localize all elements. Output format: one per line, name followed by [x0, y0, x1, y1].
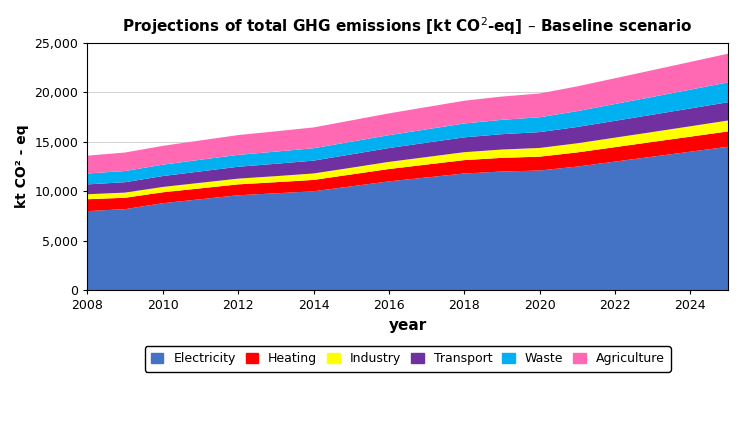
X-axis label: year: year: [389, 318, 427, 333]
Legend: Electricity, Heating, Industry, Transport, Waste, Agriculture: Electricity, Heating, Industry, Transpor…: [145, 346, 671, 371]
Y-axis label: kt CO² - eq: kt CO² - eq: [15, 125, 29, 209]
Title: Projections of total GHG emissions [kt CO$^2$-eq] – Baseline scenario: Projections of total GHG emissions [kt C…: [123, 15, 693, 37]
